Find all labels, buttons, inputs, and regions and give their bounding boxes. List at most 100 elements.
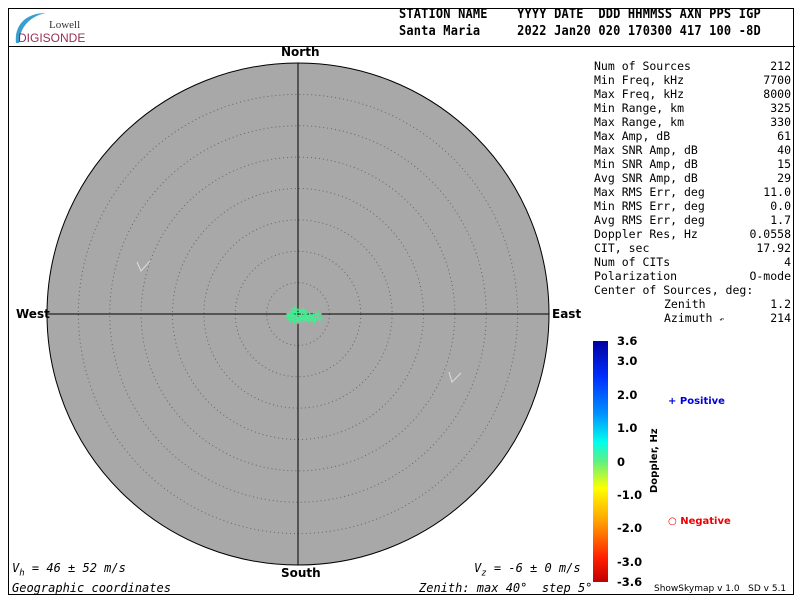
header-divider <box>8 46 795 47</box>
stat-label: Num of Sources <box>594 59 691 73</box>
stat-value: 61 <box>777 129 791 143</box>
stat-label: Polarization <box>594 269 678 283</box>
label-west: West <box>16 307 50 321</box>
logo: Lowell DIGISONDE <box>12 11 92 45</box>
stat-label: Min SNR Amp, dB <box>594 157 698 171</box>
source-point <box>300 307 308 315</box>
header-labels: STATION NAME YYYY DATE DDD HHMMSS AXN PP… <box>399 7 761 22</box>
label-south: South <box>281 566 321 580</box>
stat-label: CIT, sec <box>594 241 650 255</box>
colorbar-tick-label: -1.0 <box>617 487 643 502</box>
stat-row: Min Range, km 325 <box>594 101 791 115</box>
source-point <box>292 309 300 317</box>
stat-row: Polarization O-mode <box>594 269 791 283</box>
stat-value: 0.0 <box>770 199 791 213</box>
stat-label: Max Freq, kHz <box>594 87 685 101</box>
stat-row: Num of Sources 212 <box>594 59 791 73</box>
stat-row: Avg SNR Amp, dB 29 <box>594 171 791 185</box>
source-point <box>297 312 305 320</box>
stat-label: Max Range, km <box>594 115 685 129</box>
stat-value: 330 <box>770 115 791 129</box>
legend-positive-label: Positive <box>679 396 725 407</box>
colorbar-tick-label: -3.0 <box>617 554 643 569</box>
stat-value: 1.7 <box>770 213 791 227</box>
stat-value: 17.92 <box>756 241 791 255</box>
stat-label: Min RMS Err, deg <box>594 199 705 213</box>
label-east: East <box>552 307 582 321</box>
colorbar-tick-label: 3.6 <box>617 334 638 348</box>
vz-value: = -6 ± 0 m/s <box>493 561 581 575</box>
legend-negative-label: Negative <box>680 516 731 527</box>
stat-row: Max Amp, dB 61 <box>594 129 791 143</box>
source-point <box>312 314 320 322</box>
stat-label: Max RMS Err, deg <box>594 185 705 199</box>
logo-digisonde: DIGISONDE <box>18 31 86 45</box>
legend-positive: + Positive <box>668 396 725 407</box>
colorbar-tick-label: -2.0 <box>617 521 643 536</box>
stat-row: CIT, sec 17.92 <box>594 241 791 255</box>
source-point <box>305 311 313 319</box>
stat-label: Max Amp, dB <box>594 129 671 143</box>
stat-value: 0.0558 <box>749 227 791 241</box>
source-point <box>291 305 299 313</box>
stat-label: Num of CITs <box>594 255 671 269</box>
stat-value: 325 <box>770 101 791 115</box>
doppler-colorbar <box>593 341 608 582</box>
stat-row: Max SNR Amp, dB 40 <box>594 143 791 157</box>
stat-value: 29 <box>777 171 791 185</box>
stat-row: Min RMS Err, deg 0.0 <box>594 199 791 213</box>
faint-mark <box>448 371 462 383</box>
center-title: Center of Sources, deg: <box>594 283 791 297</box>
vh-value: = 46 ± 52 m/s <box>31 561 126 575</box>
stat-value: O-mode <box>749 269 791 283</box>
stat-value: 11.0 <box>763 185 791 199</box>
stat-value: 15 <box>777 157 791 171</box>
source-point <box>294 316 302 324</box>
coords-label: Geographic coordinates <box>12 581 171 595</box>
stat-row: Max Range, km 330 <box>594 115 791 129</box>
stat-value: 8000 <box>763 87 791 101</box>
plot-frame <box>8 8 794 595</box>
stat-row: Avg RMS Err, deg 1.7 <box>594 213 791 227</box>
stat-value: 212 <box>770 59 791 73</box>
source-point <box>316 315 324 323</box>
stat-label: Max SNR Amp, dB <box>594 143 698 157</box>
colorbar-tick-label: 0 <box>617 454 626 469</box>
source-point <box>301 314 309 322</box>
colorbar-tick-label: -3.6 <box>617 575 643 589</box>
vz-readout: Vz = -6 ± 0 m/s <box>474 561 581 579</box>
stat-row: Num of CITs 4 <box>594 255 791 269</box>
center-azimuth-row: Azimuth ↶ 214 <box>594 311 791 325</box>
center-zenith-value: 1.2 <box>770 297 791 311</box>
stat-label: Doppler Res, Hz <box>594 227 698 241</box>
stat-label: Avg RMS Err, deg <box>594 213 705 227</box>
zenith-info: Zenith: max 40° step 5° <box>419 581 593 595</box>
colorbar-title: Doppler, Hz <box>649 428 660 493</box>
header-values: Santa Maria 2022 Jan20 020 170300 417 10… <box>399 24 761 39</box>
vh-readout: Vh = 46 ± 52 m/s <box>12 561 126 579</box>
stat-row: Min SNR Amp, dB 15 <box>594 157 791 171</box>
colorbar-tick-label: 3.0 <box>617 354 638 369</box>
logo-lowell: Lowell <box>49 19 81 31</box>
stat-row: Min Freq, kHz 7700 <box>594 73 791 87</box>
stat-label: Min Range, km <box>594 101 685 115</box>
center-title-text: Center of Sources, deg: <box>594 283 754 297</box>
stat-value: 40 <box>777 143 791 157</box>
stats-panel: Num of Sources 212 Min Freq, kHz 7700 Max Fr… <box>594 59 791 325</box>
legend-negative: ○ Negative <box>668 516 731 527</box>
stat-value: 7700 <box>763 73 791 87</box>
stat-value: 4 <box>784 255 791 269</box>
version-label: ShowSkymap v 1.0 SD v 5.1 <box>654 584 787 594</box>
stat-row: Max RMS Err, deg 11.0 <box>594 185 791 199</box>
azimuth-arrow-icon: ↶ <box>719 315 725 324</box>
center-azimuth-value: 214 <box>770 311 791 325</box>
source-point <box>286 316 294 324</box>
stat-row: Max Freq, kHz 8000 <box>594 87 791 101</box>
source-point <box>290 317 298 325</box>
stat-row: Doppler Res, Hz 0.0558 <box>594 227 791 241</box>
label-north: North <box>281 45 320 59</box>
logo-swoosh-icon <box>15 13 46 43</box>
source-point <box>286 310 294 318</box>
stat-label: Min Freq, kHz <box>594 73 685 87</box>
